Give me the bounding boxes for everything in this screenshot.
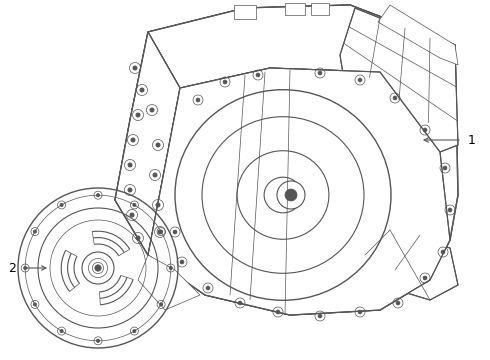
Circle shape (358, 78, 362, 82)
Circle shape (128, 163, 132, 167)
Circle shape (150, 108, 154, 112)
Ellipse shape (264, 177, 302, 213)
FancyBboxPatch shape (311, 3, 329, 15)
Ellipse shape (175, 90, 391, 300)
Circle shape (318, 71, 322, 75)
Circle shape (396, 301, 400, 305)
Circle shape (170, 266, 172, 270)
Circle shape (276, 310, 280, 314)
Text: 2: 2 (8, 261, 16, 274)
Circle shape (133, 329, 136, 333)
Circle shape (393, 96, 397, 100)
Circle shape (130, 213, 134, 217)
Polygon shape (148, 68, 450, 315)
Circle shape (180, 260, 184, 264)
Circle shape (423, 128, 427, 132)
FancyBboxPatch shape (285, 3, 305, 15)
Polygon shape (365, 230, 458, 300)
Circle shape (156, 143, 160, 147)
Circle shape (277, 181, 305, 209)
Circle shape (140, 88, 144, 92)
Polygon shape (340, 8, 458, 152)
Circle shape (131, 138, 135, 142)
Polygon shape (138, 255, 200, 310)
Ellipse shape (202, 117, 364, 273)
Circle shape (136, 236, 140, 240)
Circle shape (97, 339, 99, 342)
Ellipse shape (237, 151, 329, 239)
Circle shape (160, 230, 163, 233)
Circle shape (133, 203, 136, 206)
Polygon shape (378, 5, 458, 65)
Circle shape (285, 189, 297, 201)
Circle shape (206, 286, 210, 290)
Circle shape (196, 98, 200, 102)
Circle shape (153, 173, 157, 177)
Circle shape (33, 303, 36, 306)
Circle shape (358, 310, 362, 314)
Circle shape (136, 113, 140, 117)
Circle shape (60, 203, 63, 206)
Circle shape (448, 208, 452, 212)
Circle shape (33, 230, 36, 233)
Circle shape (24, 266, 26, 270)
Circle shape (223, 80, 227, 84)
Circle shape (441, 250, 445, 254)
Polygon shape (115, 32, 180, 255)
Circle shape (60, 329, 63, 333)
Circle shape (173, 230, 177, 234)
Polygon shape (115, 5, 458, 315)
Circle shape (423, 276, 427, 280)
Circle shape (443, 166, 447, 170)
Circle shape (318, 314, 322, 318)
FancyBboxPatch shape (234, 5, 256, 19)
Circle shape (156, 203, 160, 207)
Circle shape (238, 301, 242, 305)
Circle shape (256, 73, 260, 77)
Circle shape (158, 230, 162, 234)
Polygon shape (148, 5, 455, 88)
Circle shape (95, 265, 101, 271)
Circle shape (133, 66, 137, 70)
Circle shape (97, 194, 99, 197)
Circle shape (160, 303, 163, 306)
Text: 1: 1 (468, 134, 476, 147)
Circle shape (128, 188, 132, 192)
